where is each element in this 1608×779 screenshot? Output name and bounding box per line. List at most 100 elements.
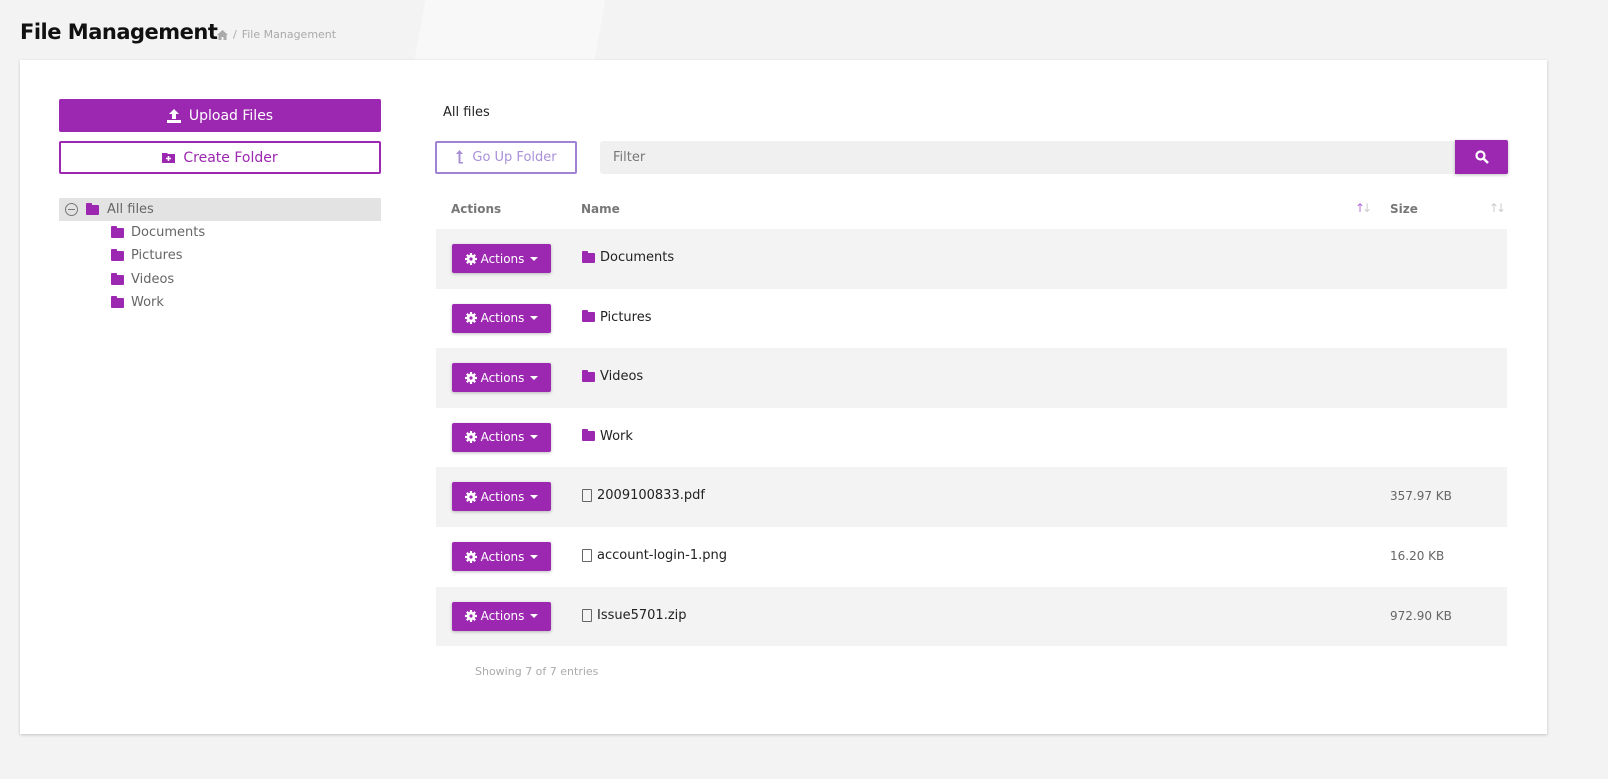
caret-down-icon (530, 614, 539, 619)
file-name-link[interactable]: Documents (582, 250, 674, 265)
actions-label: Actions (480, 609, 525, 624)
folder-icon (582, 310, 595, 323)
tree-item-label: Documents (131, 225, 206, 240)
breadcrumb-separator: / (233, 28, 237, 41)
image-file-icon (582, 549, 592, 562)
tree-item-label: Pictures (131, 248, 183, 263)
tree-item-work[interactable]: Work (111, 295, 164, 310)
file-name: 2009100833.pdf (597, 488, 705, 504)
file-name: Pictures (600, 309, 652, 325)
gear-icon (464, 252, 477, 265)
file-name-link[interactable]: Pictures (582, 310, 651, 325)
collapse-icon[interactable] (65, 203, 78, 216)
upload-files-label: Upload Files (188, 107, 274, 124)
tree-item-label: Work (131, 295, 164, 310)
go-up-folder-button[interactable]: Go Up Folder (435, 141, 577, 174)
table-row: Actions Issue5701.zip 972.90 KB (436, 586, 1507, 647)
file-name: Work (600, 428, 633, 444)
actions-dropdown-button[interactable]: Actions (452, 244, 551, 273)
pdf-file-icon (582, 489, 592, 503)
caret-down-icon (530, 375, 539, 380)
actions-label: Actions (480, 311, 525, 326)
gear-icon (464, 550, 477, 563)
file-size: 972.90 KB (1390, 608, 1452, 623)
actions-dropdown-button[interactable]: Actions (452, 363, 551, 393)
actions-dropdown-button[interactable]: Actions (452, 601, 551, 631)
actions-label: Actions (480, 370, 525, 385)
archive-file-icon (582, 608, 592, 622)
file-name: Documents (600, 250, 675, 265)
upload-icon (166, 108, 181, 123)
file-name: Issue5701.zip (597, 607, 687, 623)
actions-label: Actions (480, 489, 525, 504)
file-name-link[interactable]: account-login-1.png (582, 548, 727, 563)
file-name-link[interactable]: Videos (582, 369, 643, 384)
search-icon (1474, 150, 1489, 164)
gear-icon (464, 610, 477, 623)
tree-item-pictures[interactable]: Pictures (111, 248, 182, 263)
breadcrumb: / File Management (217, 28, 336, 41)
folder-icon (111, 225, 124, 238)
sort-ascending-icon[interactable]: ↑↓ (1355, 201, 1372, 215)
caret-down-icon (530, 316, 539, 321)
background-decoration (414, 0, 606, 60)
tree-item-label: Videos (131, 272, 175, 287)
folder-icon (582, 429, 595, 442)
folder-icon (582, 250, 595, 263)
level-up-icon (456, 150, 464, 164)
gear-icon (464, 431, 477, 444)
table-row: Actions Videos (436, 348, 1507, 408)
current-folder-title: All files (443, 105, 490, 120)
actions-label: Actions (480, 251, 525, 266)
tree-item-label: All files (107, 202, 154, 217)
file-size: 357.97 KB (1390, 489, 1452, 504)
create-folder-button[interactable]: Create Folder (59, 141, 381, 174)
gear-icon (464, 312, 477, 325)
file-manager-card: Upload Files Create Folder All files Doc… (20, 60, 1547, 734)
file-name-link[interactable]: Work (582, 429, 633, 444)
folder-icon (582, 369, 595, 382)
search-button[interactable] (1455, 140, 1508, 174)
file-size: 16.20 KB (1390, 549, 1445, 563)
folder-icon (86, 202, 99, 215)
create-folder-label: Create Folder (183, 149, 278, 166)
gear-icon (464, 371, 477, 384)
upload-files-button[interactable]: Upload Files (59, 99, 381, 132)
actions-dropdown-button[interactable]: Actions (452, 482, 551, 512)
page-title: File Management (20, 20, 218, 44)
caret-down-icon (530, 494, 539, 499)
file-name: account-login-1.png (597, 548, 727, 563)
breadcrumb-current: File Management (241, 28, 337, 41)
actions-dropdown-button[interactable]: Actions (452, 542, 551, 571)
tree-item-all-files[interactable]: All files (59, 198, 381, 221)
table-row: Actions Work (436, 408, 1507, 468)
file-name-link[interactable]: 2009100833.pdf (582, 488, 705, 503)
file-name-link[interactable]: Issue5701.zip (582, 608, 687, 623)
tree-item-videos[interactable]: Videos (111, 272, 174, 287)
table-row: Actions account-login-1.png 16.20 KB (436, 527, 1507, 587)
table-row: Actions 2009100833.pdf 357.97 KB (436, 467, 1507, 527)
actions-label: Actions (480, 430, 525, 445)
go-up-folder-label: Go Up Folder (472, 150, 557, 165)
folder-icon (111, 248, 124, 261)
column-header-name[interactable]: Name (581, 202, 620, 216)
home-icon[interactable] (217, 29, 228, 40)
folder-plus-icon (162, 153, 176, 163)
actions-label: Actions (480, 549, 525, 564)
caret-down-icon (530, 435, 539, 440)
table-row: Actions Pictures (436, 289, 1507, 349)
tree-item-documents[interactable]: Documents (111, 225, 205, 240)
file-name: Videos (600, 369, 644, 385)
actions-dropdown-button[interactable]: Actions (452, 303, 551, 333)
folder-icon (111, 272, 124, 285)
actions-dropdown-button[interactable]: Actions (452, 422, 551, 452)
column-header-size[interactable]: Size (1390, 202, 1418, 216)
gear-icon (464, 490, 477, 503)
table-row: Actions Documents (436, 229, 1507, 289)
column-header-actions: Actions (451, 202, 502, 216)
sort-icon[interactable]: ↑↓ (1489, 201, 1506, 215)
entries-count: Showing 7 of 7 entries (475, 665, 599, 678)
folder-icon (111, 295, 124, 308)
caret-down-icon (530, 554, 539, 559)
filter-input[interactable] (600, 141, 1456, 174)
